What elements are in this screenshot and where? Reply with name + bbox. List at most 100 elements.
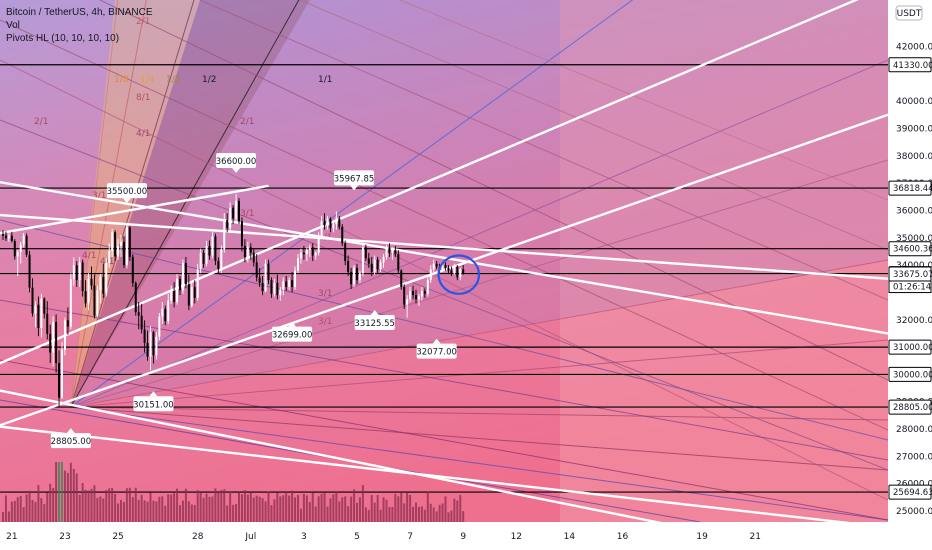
volume-bar [417,506,420,522]
volume-bar [72,468,75,522]
volume-bar [143,500,146,522]
volume-bar [196,490,199,522]
candle-body [243,245,246,257]
candle-body [232,207,235,219]
gann-fan-ray [70,59,888,408]
candle-body [432,263,435,270]
candle-body [93,285,96,316]
volume-bar [211,496,214,522]
candle-body [329,218,332,229]
volume-bar [52,487,55,522]
volume-bar [391,506,394,522]
volume-bar [373,502,376,522]
pivot-callout-pointer [350,185,359,191]
gann-grid-line [199,0,888,301]
candle-body [379,262,382,270]
candle-body [288,280,291,287]
gann-fan-ray [70,339,888,408]
time-axis-tick: 23 [59,532,70,542]
candle-body [19,244,22,252]
candle-body [403,286,406,305]
price-level-box [888,180,932,196]
candle-body [49,333,52,353]
volume-bar [181,500,184,522]
candle-body [176,278,179,302]
fan-ratio-label: 4/1 [136,129,150,139]
volume-bar [438,504,441,522]
volume-bar [170,494,173,522]
candle-body [270,280,273,294]
volume-bar [317,496,320,522]
candle-body [170,291,173,301]
volume-bar [140,494,143,522]
pivot-callout-pointer [122,198,131,204]
gann-fan-purple-shade [70,0,888,408]
candle-body [190,286,193,306]
candle-body [87,278,90,304]
volume-bar [323,492,326,522]
candle-body [211,236,214,256]
pivot-high-label: 36600.00 [216,153,256,174]
gann-grid-line [0,119,888,471]
volume-bar [75,473,78,522]
candle-body [388,247,391,253]
candle-body [376,259,379,270]
candle-body [291,280,294,287]
volume-bar [305,495,308,522]
price-level-value: 36818.44 [893,184,932,194]
volume-bar [294,497,297,522]
legend-pivots-indicator[interactable]: Pivots HL (10, 10, 10, 10) [6,33,120,44]
candle-body [282,281,285,290]
pivot-value: 32077.00 [416,348,457,358]
candle-body [43,298,46,314]
candle-body [338,218,341,227]
volume-bar [78,494,81,522]
volume-bar [19,495,22,522]
fan-ratio-label: 1/1 [318,75,332,85]
volume-bar [131,497,134,522]
candle-body [16,251,19,257]
volume-bar [456,500,459,522]
gann-grid-line [0,19,888,431]
candle-body [155,336,158,356]
candle-body [361,247,364,274]
volume-bar [397,496,400,522]
volume-bar [87,490,90,522]
volume-bar [361,485,364,522]
volume-bar [347,506,350,522]
gann-fan-shade [70,0,200,408]
candle-body [297,258,299,271]
volume-bar [232,504,235,522]
highlight-ellipse [437,254,481,295]
volume-bar [308,502,311,522]
volume-bar [423,509,426,522]
legend-volume[interactable]: Vol [6,20,20,31]
legend-symbol[interactable]: Bitcoin / TetherUS, 4h, BINANCE [6,7,153,18]
volume-bar [255,495,258,522]
candle-body [308,247,311,251]
pivot-callout-box [272,326,313,342]
volume-bar [49,483,52,522]
volume-bar [252,497,255,522]
candle-body [356,267,358,281]
candle-body [217,261,220,270]
candle-body [4,235,7,239]
candle-body [105,262,108,294]
candle-body [358,273,361,281]
candle-body [353,267,356,285]
currency-badge[interactable]: USDT [895,5,923,21]
gann-grid-line [0,59,888,501]
time-axis-tick: 14 [564,532,576,542]
candle-body [382,256,385,263]
fan-ratio-label: 4/1 [100,257,114,267]
currency-badge-text: USDT [897,9,922,19]
pivot-callout-pointer [370,309,379,315]
volume-bar [367,509,370,522]
fan-ratio-label: 1/2 [202,75,216,85]
pivot-callout-pointer [232,168,241,174]
candle-body [246,247,249,257]
candle-body [66,320,69,327]
volume-bar [63,470,66,522]
volume-bar [235,504,238,522]
